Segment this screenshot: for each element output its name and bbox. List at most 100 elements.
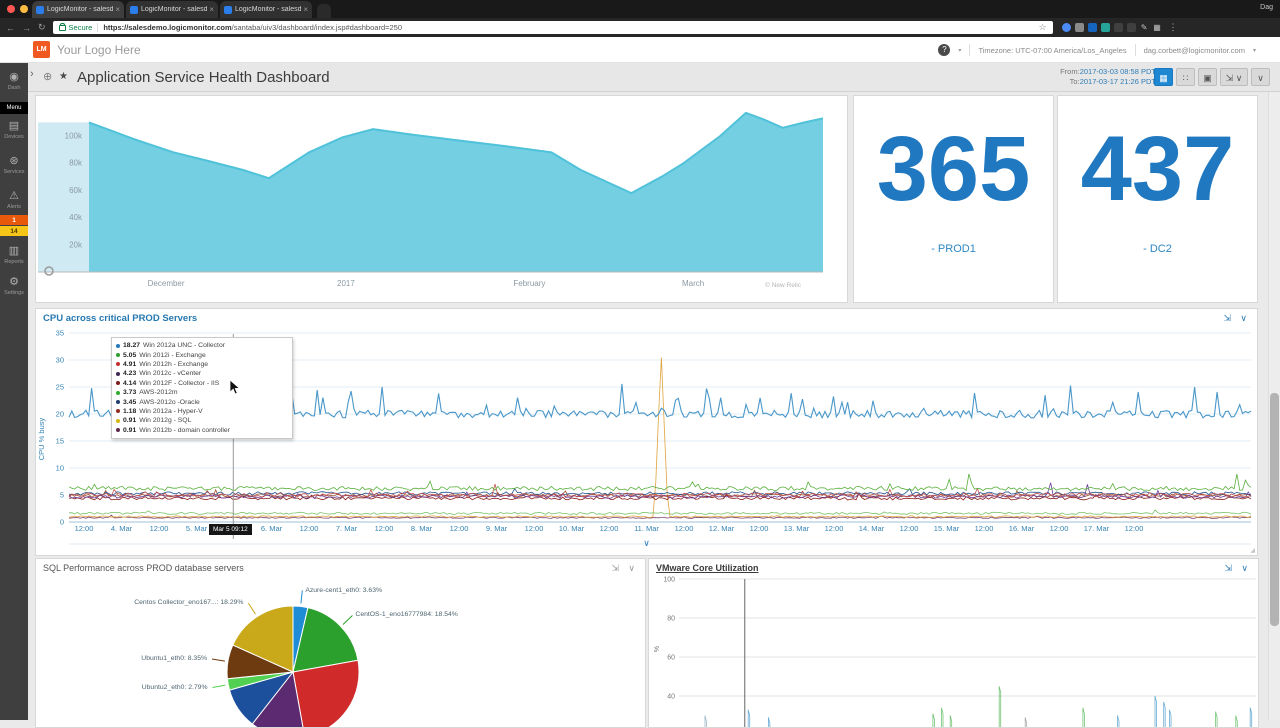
service-volume-widget: 100k 80k 60k 40k 20k December 2017 February Marc… — [35, 95, 848, 303]
user-email[interactable]: dag.corbett@logicmonitor.com — [1143, 45, 1245, 55]
sidebar-item-menu[interactable]: Menu — [0, 102, 28, 114]
fullscreen-button[interactable]: ⇲ ∨ — [1220, 68, 1248, 86]
svg-text:17. Mar: 17. Mar — [1084, 524, 1110, 533]
new-tab-button[interactable] — [317, 4, 331, 18]
svg-text:7. Mar: 7. Mar — [336, 524, 358, 533]
time-range[interactable]: From:2017-03-03 08:58 PDT To:2017-03-17 … — [1060, 67, 1156, 87]
user-caret-icon[interactable]: ▾ — [1252, 47, 1256, 54]
svg-text:80k: 80k — [69, 159, 83, 168]
pie-slice[interactable] — [292, 607, 359, 673]
widget-menu-icon[interactable]: ∨ — [1240, 313, 1247, 323]
tab-close-icon[interactable]: × — [115, 5, 120, 14]
window-minimize-button[interactable] — [20, 5, 28, 13]
extension-blue[interactable] — [1087, 23, 1097, 32]
svg-text:30: 30 — [56, 356, 64, 365]
sidebar-item-label: Alerts — [6, 204, 22, 210]
app-header: LM Your Logo Here ? ▾ Timezone: UTC-07:0… — [0, 37, 1280, 63]
svg-text:12:00: 12:00 — [450, 524, 469, 533]
clone-button[interactable]: ▣ — [1198, 68, 1217, 86]
vmware-line-chart[interactable]: 100 80 60 40% — [649, 559, 1258, 727]
tooltip-timestamp: Mar 5 09:12 — [209, 524, 252, 535]
series-color-dot — [116, 343, 120, 348]
svg-text:40k: 40k — [69, 213, 83, 222]
bookmark-star-icon[interactable]: ☆ — [1038, 22, 1047, 32]
page-scrollbar — [1268, 92, 1280, 720]
reload-icon[interactable]: ↻ — [38, 22, 46, 32]
calendar-button[interactable]: ▦ — [1154, 68, 1173, 86]
svg-text:12:00: 12:00 — [975, 524, 994, 533]
url-text: https://salesdemo.logicmonitor.com/santa… — [103, 23, 402, 32]
expand-widget-icon[interactable]: ⇲ — [1224, 563, 1232, 573]
browser-profile-name[interactable]: Dag — [1260, 4, 1273, 11]
secure-label: Secure — [68, 23, 93, 32]
browser-menu-icon[interactable]: ⋮ — [1168, 22, 1178, 32]
tab-favicon — [130, 5, 138, 14]
window-close-button[interactable] — [7, 5, 15, 13]
help-caret-icon[interactable]: ▾ — [958, 47, 962, 54]
toolbar-buttons: ▦ ∷ ▣ ⇲ ∨ ∨ — [1154, 68, 1270, 86]
sidebar-item-alerts[interactable]: ⚠ Alerts — [0, 190, 28, 210]
svg-text:0: 0 — [60, 518, 64, 527]
tooltip-row: 4.14 Win 2012F - Collector - IIS — [116, 379, 288, 388]
sidebar-expand-icon[interactable]: › — [30, 68, 34, 80]
svg-text:14. Mar: 14. Mar — [859, 524, 885, 533]
resize-handle-icon[interactable]: ◢ — [1250, 548, 1255, 554]
browser-tab[interactable]: LogicMonitor - salesdemo - d× — [32, 1, 124, 18]
tab-title: LogicMonitor - salesdemo - s — [235, 6, 302, 13]
sidebar: ◉ Dash Menu ▤ Devices ⊛ Services ⚠ Alerts 1 14 ▥ Rep… — [0, 63, 28, 720]
tab-close-icon[interactable]: × — [209, 5, 214, 14]
url-input[interactable]: Secure https://salesdemo.logicmonitor.co… — [52, 21, 1053, 34]
timezone-label: Timezone: UTC-07:00 America/Los_Angeles — [978, 45, 1127, 55]
collapse-header-button[interactable]: ∨ — [1251, 68, 1270, 86]
sidebar-item-devices[interactable]: ▤ Devices — [0, 120, 28, 140]
scroll-down-icon[interactable]: ∨ — [643, 538, 650, 548]
extension-disabled-2[interactable] — [1126, 23, 1136, 32]
back-icon[interactable]: ← — [6, 22, 15, 33]
widget-title[interactable]: CPU across critical PROD Servers — [43, 313, 198, 324]
browser-tab[interactable]: LogicMonitor - salesdemo - d× — [126, 1, 218, 18]
sql-pie-chart[interactable] — [36, 559, 645, 727]
expand-widget-icon[interactable]: ⇲ — [1223, 313, 1231, 323]
extension-gray[interactable] — [1074, 23, 1084, 32]
help-icon[interactable]: ? — [938, 44, 951, 56]
extension-blue-circle[interactable] — [1061, 23, 1071, 32]
sidebar-item-services[interactable]: ⊛ Services — [0, 155, 28, 175]
widget-menu-icon[interactable]: ∨ — [628, 563, 635, 573]
alert-count-badge[interactable]: 1 — [0, 215, 28, 225]
logicmonitor-logo[interactable]: LM — [33, 41, 50, 58]
sidebar-item-dash[interactable]: ◉ Dash — [0, 71, 28, 91]
cpu-line-chart[interactable]: 35 30 25 20 15 10 5 0 12:00 4. Mar 12:00 5. Mar 12:0… — [36, 309, 1257, 555]
expand-widget-icon[interactable]: ⇲ — [611, 563, 619, 573]
sidebar-item-label: Reports — [4, 259, 24, 265]
favorite-star-icon[interactable]: ★ — [59, 71, 68, 82]
area-chart[interactable]: 100k 80k 60k 40k 20k December 2017 February Marc… — [36, 96, 847, 302]
pie-slice[interactable] — [292, 659, 360, 727]
from-label: From: — [1060, 67, 1080, 76]
extension-disabled-1[interactable] — [1113, 23, 1123, 32]
widget-title[interactable]: SQL Performance across PROD database ser… — [43, 563, 244, 573]
svg-text:12:00: 12:00 — [375, 524, 394, 533]
sidebar-item-reports[interactable]: ▥ Reports — [0, 245, 28, 265]
apps-grid-icon[interactable]: ▦ — [1153, 23, 1161, 32]
svg-text:25: 25 — [56, 383, 64, 392]
extension-teal[interactable] — [1100, 23, 1110, 32]
tab-close-icon[interactable]: × — [303, 5, 308, 14]
tooltip-row: 3.45 AWS-2012o -Oracle — [116, 397, 288, 406]
browser-tab[interactable]: LogicMonitor - salesdemo - s× — [220, 1, 312, 18]
svg-text:8. Mar: 8. Mar — [411, 524, 433, 533]
widgets-grid-button[interactable]: ∷ — [1176, 68, 1195, 86]
forward-icon[interactable]: → — [22, 22, 31, 33]
sidebar-item-settings[interactable]: ⚙ Settings — [0, 276, 28, 296]
dashboard-group-icon[interactable]: ⊕ — [43, 71, 53, 83]
svg-text:12:00: 12:00 — [675, 524, 694, 533]
widget-menu-icon[interactable]: ∨ — [1241, 563, 1248, 573]
widget-title[interactable]: VMware Core Utilization — [656, 563, 759, 573]
svg-text:12:00: 12:00 — [825, 524, 844, 533]
alert-count-badge[interactable]: 14 — [0, 226, 28, 236]
pie-slice[interactable] — [232, 605, 294, 673]
tooltip-row: 5.05 Win 2012i - Exchange — [116, 350, 288, 359]
pencil-icon[interactable]: ✎ — [1140, 23, 1148, 32]
svg-text:35: 35 — [56, 329, 64, 338]
svg-text:15: 15 — [56, 437, 64, 446]
scrollbar-thumb[interactable] — [1270, 393, 1279, 626]
